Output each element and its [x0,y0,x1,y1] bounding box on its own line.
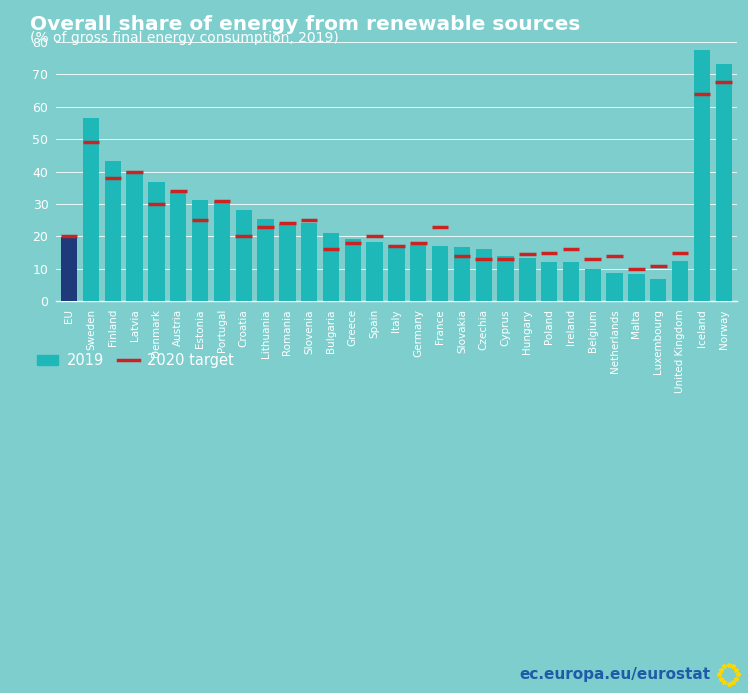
Bar [236,211,252,301]
Bar [628,274,645,301]
Text: ec.europa.eu/eurostat: ec.europa.eu/eurostat [519,667,711,682]
Bar [541,262,557,301]
Bar [345,239,361,301]
Bar [323,234,339,301]
Text: (% of gross final energy consumption, 2019): (% of gross final energy consumption, 20… [30,31,339,45]
Bar [693,50,710,301]
Bar [672,261,688,301]
Bar [562,262,579,301]
Bar [83,119,99,301]
Bar [410,245,426,301]
Legend: 2019, 2020 target: 2019, 2020 target [37,353,234,368]
Bar [716,64,732,301]
Bar [279,224,295,301]
Bar [650,279,666,301]
Bar [148,182,165,301]
Bar [432,245,448,301]
Bar [105,161,121,301]
Bar [257,218,274,301]
Bar [585,270,601,301]
Bar [519,258,536,301]
Bar [301,224,317,301]
Bar [214,202,230,301]
Bar [367,242,383,301]
Bar [497,256,514,301]
Bar [126,170,143,301]
Bar [170,192,186,301]
Bar [476,249,492,301]
Bar [388,245,405,301]
Bar [61,238,77,301]
Bar [192,200,208,301]
Text: Overall share of energy from renewable sources: Overall share of energy from renewable s… [30,15,580,34]
Bar [607,273,623,301]
Bar [454,247,470,301]
